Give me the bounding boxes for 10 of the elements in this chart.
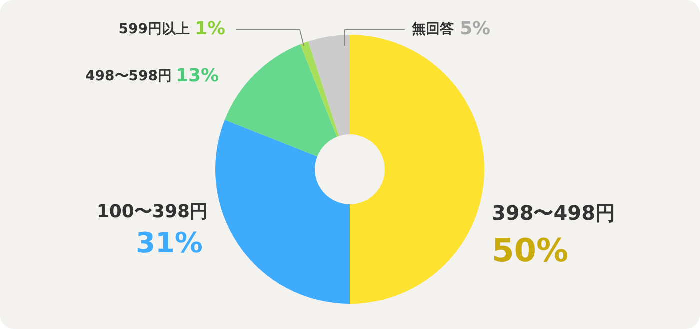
slice-label: 498〜598円 bbox=[86, 68, 172, 85]
slice-label: 100〜398円 bbox=[96, 202, 208, 223]
slice-label: 599円以上 bbox=[118, 22, 190, 38]
slice-label: 398〜498円 bbox=[492, 201, 616, 226]
data-label: 1% bbox=[195, 18, 226, 40]
data-label: 50% bbox=[492, 231, 569, 270]
data-label: 31% bbox=[136, 226, 203, 260]
data-label: 5% bbox=[460, 18, 491, 40]
data-label: 13% bbox=[176, 66, 220, 87]
slice-label: 無回答 bbox=[411, 22, 454, 38]
